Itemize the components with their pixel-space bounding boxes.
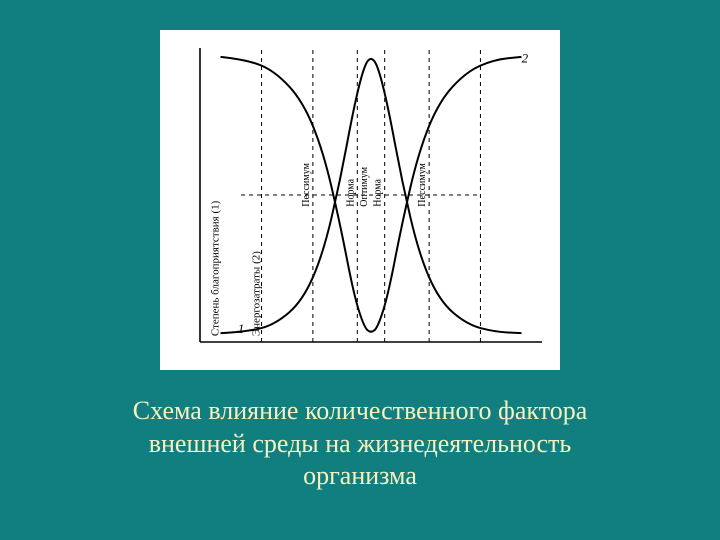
zone-label-1: Норма <box>345 178 356 206</box>
zone-label-0: Пессимум <box>301 162 312 206</box>
diagram-svg: Пессимум НормаОптимумНорма Пессимум Степень… <box>160 30 560 370</box>
curve-label-0: 1 <box>238 321 245 336</box>
figure-frame: Пессимум НормаОптимумНорма Пессимум Степень… <box>160 30 560 370</box>
slide: Пессимум НормаОптимумНорма Пессимум Степень… <box>0 0 720 540</box>
curve-2-energy-cost <box>221 57 522 332</box>
y-axis-label-0: Степень благоприятствия (1) <box>210 200 222 336</box>
zone-label-2: Оптимум <box>359 166 370 206</box>
caption-line-2: внешней среды на жизнедеятельность <box>149 429 572 458</box>
curve-label-1: 2 <box>522 51 529 66</box>
zone-label-3: Норма <box>373 178 384 206</box>
caption-line-3: организма <box>303 461 417 490</box>
caption-line-1: Схема влияние количественного фактора <box>133 396 587 425</box>
zone-label-4: Пессимум <box>417 162 428 206</box>
caption: Схема влияние количественного фактора вн… <box>0 395 720 493</box>
y-axis-label-1: Энергозатраты (2) <box>251 251 263 336</box>
curve-1-favorability <box>221 59 522 333</box>
